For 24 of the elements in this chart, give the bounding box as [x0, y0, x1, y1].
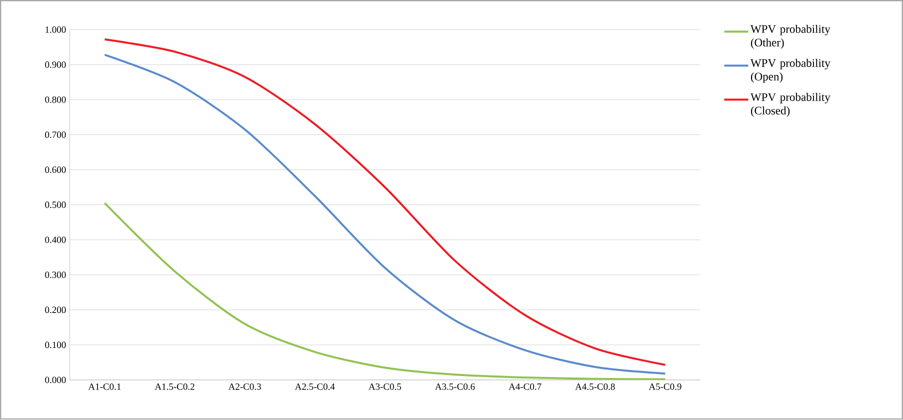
x-tick-label: A3.5-C0.6	[435, 384, 475, 390]
legend-label: WPV probability (Open)	[750, 59, 830, 84]
y-tick-label: 0.800	[45, 96, 66, 104]
x-tick-label: A5-C0.9	[648, 384, 682, 390]
x-tick-label: A2.5-C0.4	[294, 384, 335, 390]
line-series	[104, 202, 666, 380]
y-tick-label: 1.000	[46, 26, 66, 34]
y-tick-label: 0.600	[45, 166, 66, 174]
x-tick-label: A1.5-C0.2	[154, 384, 194, 390]
x-tick-label: A3-C0.5	[368, 384, 402, 390]
y-tick-label: 0.000	[45, 376, 66, 384]
legend-label: WPV probability (Closed)	[750, 93, 830, 118]
x-tick-label: A4.5-C0.8	[575, 384, 615, 390]
y-tick-label: 0.300	[45, 272, 66, 278]
y-tick-label: 0.400	[45, 236, 66, 244]
y-tick-label: 0.700	[45, 132, 66, 138]
y-tick-label: 0.900	[45, 62, 66, 68]
x-tick-label: A2-C0.3	[228, 384, 261, 390]
y-tick-label: 0.100	[45, 342, 66, 348]
x-tick-label: A4-C0.7	[508, 384, 542, 390]
legend-label: WPV probability (Other)	[750, 25, 830, 49]
y-tick-label: 0.500	[45, 202, 66, 208]
y-tick-label: 0.200	[45, 306, 66, 314]
x-tick-label: A1-C0.1	[88, 384, 121, 390]
